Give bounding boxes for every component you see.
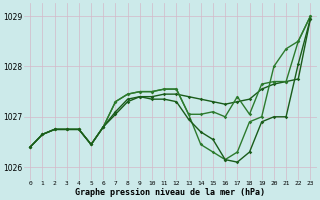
X-axis label: Graphe pression niveau de la mer (hPa): Graphe pression niveau de la mer (hPa) (75, 188, 265, 197)
